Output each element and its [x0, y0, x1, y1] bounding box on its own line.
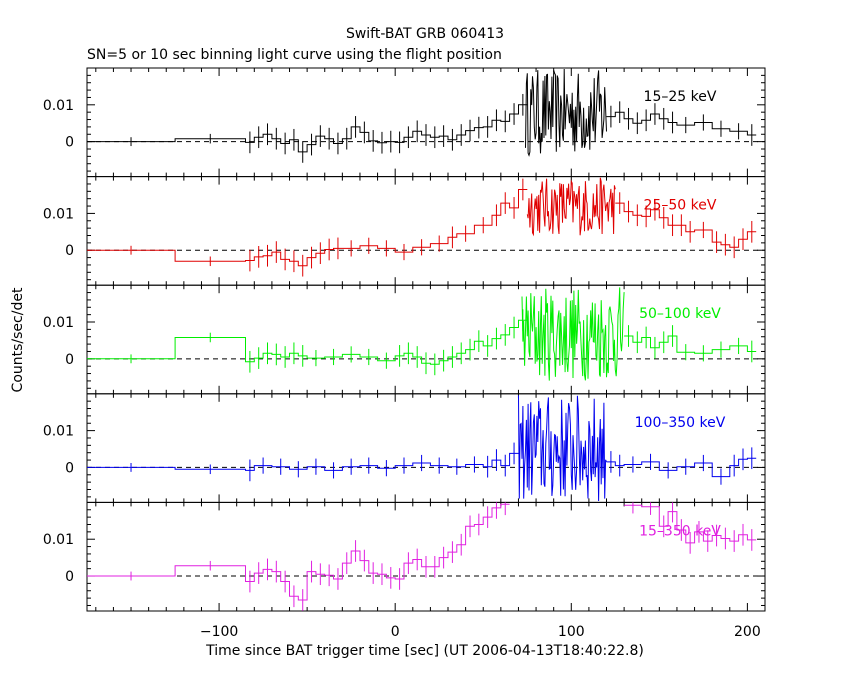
- series-steps: [87, 189, 528, 267]
- y-tick-label: 0: [65, 135, 74, 151]
- chart-title: Swift-BAT GRB 060413: [346, 26, 504, 42]
- panel-4: 0 0.01 100–350 keV: [43, 393, 766, 503]
- panel-5: 0 0.01 15–350 keV: [43, 501, 766, 612]
- x-tick-label: 200: [734, 624, 761, 640]
- y-tick-label: 0.01: [43, 206, 74, 222]
- series-steps: [615, 202, 757, 248]
- panel-frame: [86, 176, 766, 286]
- series-label: 100–350 keV: [635, 415, 726, 431]
- panel-frame: [86, 501, 766, 612]
- series-steps: [87, 104, 528, 153]
- series-burst: [521, 287, 625, 381]
- y-tick-label: 0: [65, 243, 74, 259]
- y-tick-label: 0.01: [43, 532, 74, 548]
- chart-subtitle: SN=5 or 10 sec binning light curve using…: [87, 47, 502, 63]
- y-tick-label: 0: [65, 569, 74, 585]
- series-steps: [624, 335, 757, 354]
- series-label: 50–100 keV: [639, 306, 721, 322]
- panels-group: 0 0.01 15–25 keV 0 0.01 25–50 keV 0 0.01 50–100 …: [43, 67, 766, 640]
- series-label: 15–350 keV: [639, 523, 721, 539]
- series-burst: [525, 68, 607, 157]
- x-tick-label: 100: [558, 624, 585, 640]
- series-steps: [87, 452, 519, 471]
- series-burst: [518, 395, 607, 502]
- panel-1: 0 0.01 15–25 keV: [43, 67, 766, 178]
- series-label: 25–50 keV: [644, 198, 717, 214]
- panel-frame: [86, 393, 766, 503]
- series-steps: [87, 503, 510, 601]
- series-steps: [624, 504, 757, 544]
- y-tick-label: 0: [65, 460, 74, 476]
- x-tick-label: −100: [200, 624, 238, 640]
- series-steps: [87, 319, 528, 365]
- x-tick-label: 0: [391, 624, 400, 640]
- panel-2: 0 0.01 25–50 keV: [43, 176, 766, 286]
- y-tick-label: 0.01: [43, 315, 74, 331]
- series-steps: [606, 111, 757, 136]
- series-steps: [606, 457, 757, 478]
- y-tick-label: 0.01: [43, 424, 74, 440]
- y-tick-label: 0: [65, 352, 74, 368]
- y-tick-label: 0.01: [43, 98, 74, 114]
- y-axis-label: Counts/sec/det: [10, 287, 26, 392]
- series-label: 15–25 keV: [644, 89, 717, 105]
- panel-3: 0 0.01 50–100 keV: [43, 284, 766, 395]
- x-axis-label: Time since BAT trigger time [sec] (UT 20…: [205, 643, 644, 659]
- series-burst: [526, 177, 616, 237]
